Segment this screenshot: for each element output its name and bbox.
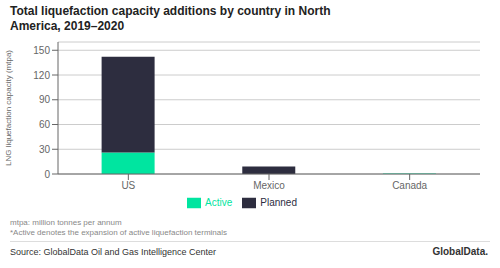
svg-text:0: 0 [44,169,50,180]
svg-text:150: 150 [33,45,50,56]
html-text:Source: GlobalData Oil and Gas: Source: GlobalData Oil and Gas Intellige… [10,247,217,257]
svg-text:Mexico: Mexico [253,180,285,191]
svg-text:30: 30 [39,144,51,155]
svg-text:US: US [121,180,135,191]
svg-text:90: 90 [39,94,51,105]
svg-text:60: 60 [39,119,51,130]
html-text:*Active denotes the expansion: *Active denotes the expansion of active … [10,228,227,237]
html-text:Total liquefaction capacity ad: Total liquefaction capacity additions by… [10,4,331,33]
html-text:Active: Active [205,196,233,208]
svg-text:120: 120 [33,70,50,81]
svg-text:LNG liquefaction capacity (mtp: LNG liquefaction capacity (mtpa) [8,50,13,166]
html-text:GlobalData.: GlobalData. [432,246,488,257]
html-text:mtpa: million tonnes per annum: mtpa: million tonnes per annum [10,218,122,227]
html-text:Planned: Planned [260,196,297,208]
svg-text:Canada: Canada [392,180,427,191]
